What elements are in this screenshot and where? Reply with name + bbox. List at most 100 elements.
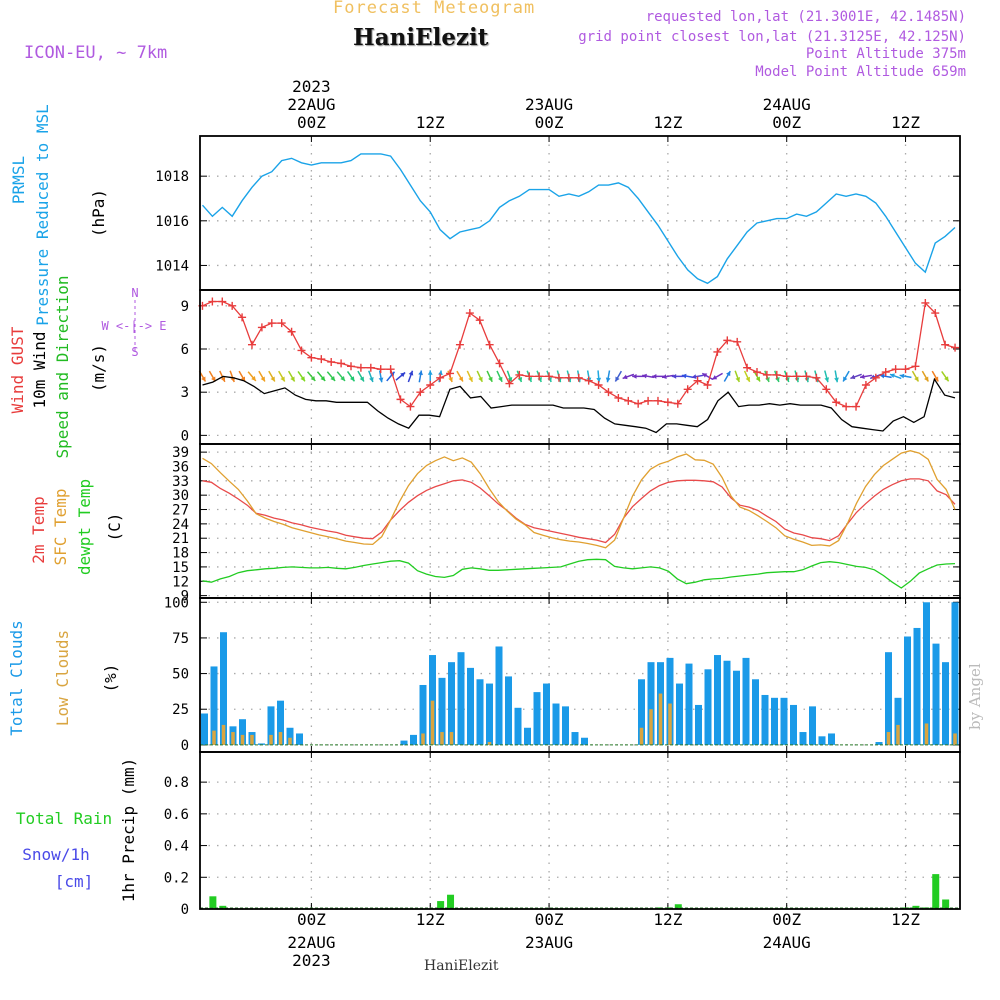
wind-arrow-head (280, 376, 285, 382)
total-cloud-bar (875, 742, 883, 745)
rain-bar (912, 905, 920, 909)
snow-label: Snow/1h (22, 845, 89, 864)
time-label-bottom: 12Z (653, 910, 682, 929)
y-tick-label: 0.2 (164, 870, 189, 886)
gust-marker (208, 297, 217, 306)
y-tick-label: 100 (164, 595, 189, 611)
gust-marker (871, 373, 880, 382)
gust-marker (822, 385, 831, 394)
year-label-bottom: 2023 (292, 951, 331, 970)
total-cloud-bar (818, 736, 826, 745)
wind-arrow-head (651, 373, 657, 379)
low-cloud-bar (221, 724, 226, 745)
wind-arrow-head (671, 373, 677, 379)
gust-marker (218, 297, 227, 306)
compass-south: S (131, 345, 138, 359)
temp-unit: (C) (105, 513, 124, 542)
wind-unit: (m/s) (89, 344, 108, 392)
total-cloud-bar (201, 713, 208, 745)
total-cloud-bar (495, 646, 503, 745)
wind-arrow-head (498, 376, 503, 382)
chart-title: Forecast Meteogram (333, 0, 536, 18)
date-label-top: 23AUG (525, 95, 573, 114)
wind-arrow-head (320, 376, 326, 381)
year-label-top: 2023 (292, 77, 331, 96)
y-tick-label: 12 (172, 574, 189, 590)
gust-marker (832, 398, 841, 407)
total-cloud-bar (752, 679, 759, 745)
gust-marker (782, 372, 791, 381)
gust-marker (426, 380, 435, 389)
date-label-bottom: 23AUG (525, 933, 573, 952)
temp-2m-label: 2m Temp (29, 496, 48, 563)
precip-ylabel: 1hr Precip (mm) (119, 758, 138, 903)
gust-marker (277, 319, 286, 328)
total-cloud-bar (942, 662, 949, 745)
low-cloud-bar (421, 733, 425, 745)
wind-arrow-head (330, 376, 336, 381)
total-cloud-bar (410, 734, 417, 745)
wind-arrow-head (933, 376, 939, 382)
y-tick-label: 27 (172, 503, 189, 519)
gust-marker (376, 365, 385, 374)
gust-marker (347, 362, 356, 371)
gust-marker (257, 323, 266, 332)
gust-marker (564, 373, 573, 382)
gust-marker (416, 388, 425, 397)
y-tick-label: 75 (172, 631, 189, 647)
total-cloud-bar (790, 704, 797, 745)
gust-marker (485, 340, 494, 349)
rain-label: Total Rain (16, 809, 112, 828)
wind-arrow-head (507, 377, 513, 382)
wind-arrow-head (408, 370, 414, 376)
total-cloud-bar (951, 602, 959, 745)
y-tick-label: 1016 (155, 214, 189, 230)
total-cloud-bar (438, 677, 446, 745)
wind-gust-label: Wind GUST (8, 326, 27, 413)
gust-marker (663, 398, 672, 407)
y-tick-label: 0.8 (164, 775, 189, 791)
total-cloud-bar (723, 660, 731, 745)
gust-marker (525, 372, 534, 381)
gust-marker (535, 372, 544, 381)
gust-marker (465, 309, 474, 318)
gust-marker (941, 340, 950, 349)
gust-marker (733, 337, 742, 346)
wind-arrow-head (290, 376, 295, 382)
total-cloud-bar (552, 703, 560, 745)
gust-marker (644, 396, 653, 405)
total-cloud-bar (647, 662, 655, 745)
y-tick-label: 0 (181, 902, 189, 918)
wind-arrow-head (260, 376, 265, 382)
total-cloud-bar (467, 667, 474, 745)
footer-location: HaniElezit (424, 958, 499, 974)
temp-sfc-line (202, 450, 956, 549)
wind-arrow-head (349, 376, 355, 382)
total-cloud-bar (638, 679, 645, 745)
low-cloud-bar (924, 723, 929, 745)
wind-arrow-head (681, 373, 687, 379)
total-cloud-bar (581, 737, 588, 745)
time-label-top: 12Z (653, 113, 682, 132)
y-tick-label: 1014 (155, 258, 189, 274)
temp-2m-line (202, 478, 956, 544)
gust-marker (852, 402, 861, 411)
snow-unit: [cm] (55, 872, 94, 891)
total-cloud-bar (514, 707, 522, 745)
total-cloud-bar (828, 733, 835, 745)
gust-marker (653, 396, 662, 405)
wind-arrow-head (834, 377, 839, 383)
gust-marker (545, 372, 554, 381)
gust-marker (753, 368, 762, 377)
rain-bar (942, 899, 950, 909)
gust-marker (693, 376, 702, 385)
y-tick-label: 25 (172, 702, 189, 718)
wind-arrow-head (691, 374, 697, 379)
gust-marker (455, 340, 464, 349)
y-tick-label: 24 (172, 517, 189, 533)
low-cloud-bar (449, 732, 454, 745)
rain-bar (932, 874, 940, 909)
low-cloud-bar (953, 733, 957, 745)
clouds-unit: (%) (101, 664, 120, 693)
y-tick-label: 50 (172, 667, 189, 683)
